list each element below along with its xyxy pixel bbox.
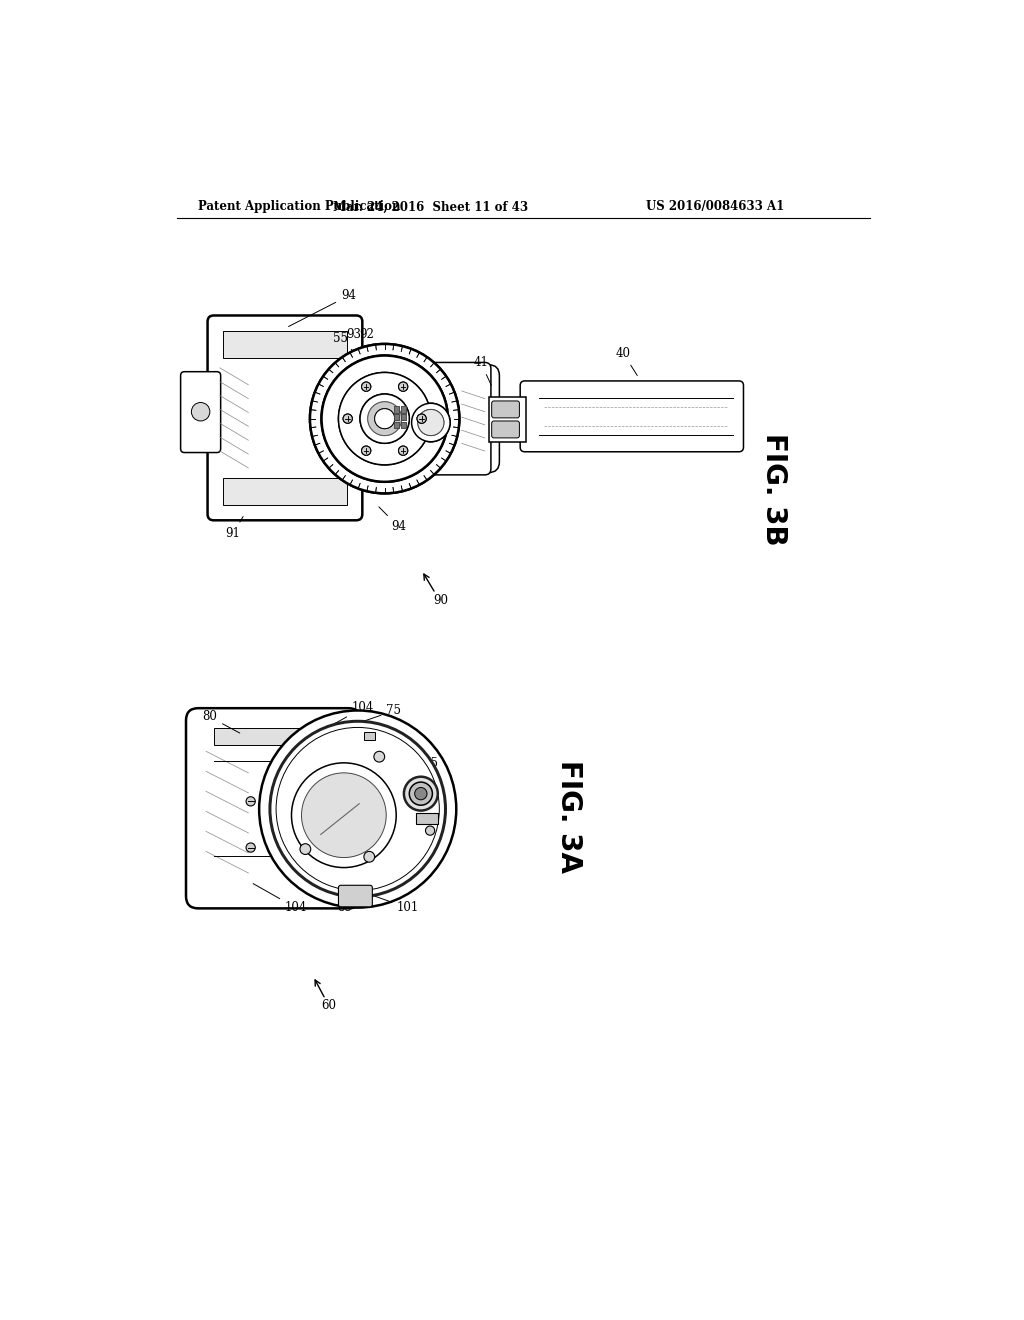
Circle shape: [276, 727, 439, 891]
Bar: [394, 414, 399, 420]
Bar: [400, 422, 407, 428]
Bar: [400, 414, 407, 420]
Bar: [400, 407, 407, 412]
Circle shape: [339, 372, 431, 465]
Text: 101: 101: [367, 894, 419, 915]
Text: 104: 104: [253, 883, 307, 915]
Text: 93: 93: [346, 327, 374, 355]
FancyBboxPatch shape: [492, 401, 519, 418]
Circle shape: [374, 751, 385, 762]
Text: 65: 65: [423, 756, 438, 775]
Bar: [394, 407, 399, 412]
Bar: [400, 422, 407, 428]
FancyBboxPatch shape: [186, 708, 360, 908]
Bar: [394, 414, 399, 420]
Bar: [352, 397, 374, 428]
Circle shape: [398, 381, 408, 391]
FancyBboxPatch shape: [358, 364, 500, 473]
Text: 60: 60: [322, 999, 337, 1012]
Circle shape: [310, 345, 460, 494]
Bar: [416, 813, 438, 824]
Circle shape: [292, 763, 396, 867]
Circle shape: [398, 381, 408, 391]
Circle shape: [191, 403, 210, 421]
Circle shape: [375, 409, 394, 429]
Text: 90: 90: [433, 594, 449, 607]
Text: 80: 80: [203, 710, 240, 733]
Text: 85: 85: [337, 888, 352, 915]
Circle shape: [322, 355, 447, 482]
FancyBboxPatch shape: [520, 381, 743, 451]
FancyBboxPatch shape: [492, 421, 519, 438]
Circle shape: [361, 381, 371, 391]
Bar: [223, 478, 347, 506]
FancyBboxPatch shape: [339, 886, 373, 907]
Text: 91: 91: [225, 516, 243, 540]
Text: 94: 94: [379, 507, 407, 533]
Circle shape: [361, 446, 371, 455]
Circle shape: [417, 414, 426, 424]
Bar: [394, 422, 399, 428]
Circle shape: [339, 372, 431, 465]
Circle shape: [259, 710, 457, 908]
Text: Patent Application Publication: Patent Application Publication: [199, 201, 400, 214]
Circle shape: [398, 446, 408, 455]
Circle shape: [375, 409, 394, 429]
Text: 55: 55: [333, 331, 361, 359]
Circle shape: [361, 446, 371, 455]
Circle shape: [368, 401, 401, 436]
Circle shape: [412, 404, 451, 442]
Text: US 2016/0084633 A1: US 2016/0084633 A1: [646, 201, 784, 214]
Text: 75: 75: [350, 705, 401, 726]
Circle shape: [343, 414, 352, 424]
Circle shape: [310, 345, 460, 494]
Bar: [223, 331, 347, 358]
Bar: [394, 422, 399, 428]
Text: FIG. 3B: FIG. 3B: [760, 433, 787, 545]
Circle shape: [410, 781, 432, 805]
Circle shape: [415, 788, 427, 800]
Text: FIG. 3A: FIG. 3A: [555, 760, 584, 874]
Circle shape: [301, 774, 386, 858]
Text: 104: 104: [332, 701, 375, 725]
Circle shape: [368, 401, 401, 436]
Bar: [400, 407, 407, 412]
Circle shape: [418, 409, 444, 436]
Bar: [364, 733, 375, 739]
Bar: [400, 414, 407, 420]
Circle shape: [418, 409, 444, 436]
Text: 92: 92: [359, 327, 386, 355]
Text: 41: 41: [473, 356, 492, 385]
FancyBboxPatch shape: [208, 315, 362, 520]
Circle shape: [364, 851, 375, 862]
Circle shape: [417, 414, 426, 424]
Text: 40: 40: [615, 347, 637, 375]
Circle shape: [300, 843, 310, 854]
Circle shape: [360, 395, 410, 444]
Bar: [394, 407, 399, 412]
Bar: [214, 729, 333, 744]
Circle shape: [246, 843, 255, 853]
Circle shape: [403, 776, 438, 810]
Circle shape: [343, 414, 352, 424]
Text: 94: 94: [289, 289, 356, 326]
Circle shape: [360, 395, 410, 444]
FancyBboxPatch shape: [371, 363, 490, 475]
Text: Mar. 24, 2016  Sheet 11 of 43: Mar. 24, 2016 Sheet 11 of 43: [333, 201, 528, 214]
Circle shape: [412, 404, 451, 442]
Bar: [488, 397, 525, 442]
FancyBboxPatch shape: [180, 372, 220, 453]
Circle shape: [398, 446, 408, 455]
Circle shape: [322, 355, 447, 482]
Circle shape: [270, 721, 445, 896]
Circle shape: [361, 381, 371, 391]
Circle shape: [425, 826, 435, 836]
Circle shape: [246, 797, 255, 807]
